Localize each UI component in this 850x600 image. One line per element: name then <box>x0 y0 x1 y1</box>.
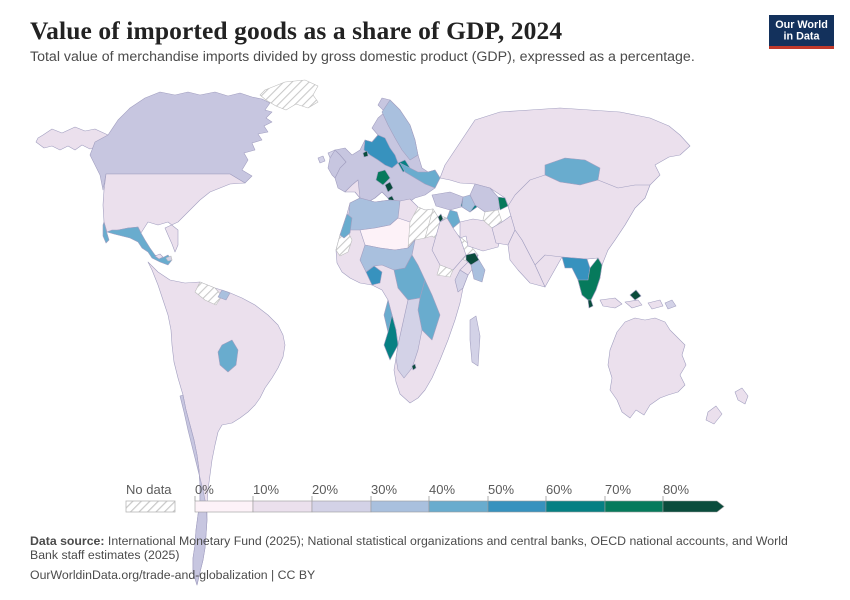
svg-text:20%: 20% <box>312 482 338 497</box>
svg-text:30%: 30% <box>371 482 397 497</box>
svg-text:50%: 50% <box>488 482 514 497</box>
svg-text:10%: 10% <box>253 482 279 497</box>
svg-text:40%: 40% <box>429 482 455 497</box>
svg-text:60%: 60% <box>546 482 572 497</box>
svg-text:70%: 70% <box>605 482 631 497</box>
svg-text:0%: 0% <box>195 482 214 497</box>
svg-text:No data: No data <box>126 482 172 497</box>
svg-text:80%: 80% <box>663 482 689 497</box>
